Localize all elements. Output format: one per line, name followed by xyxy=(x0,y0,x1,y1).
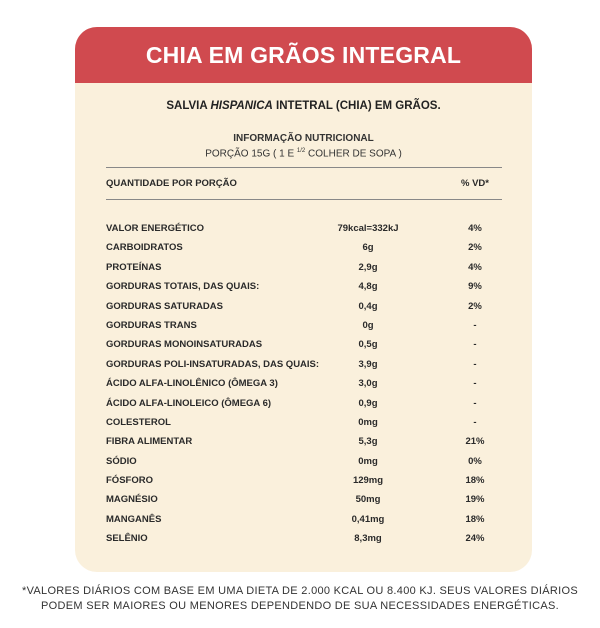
nutrient-vd: - xyxy=(473,319,477,331)
nutrient-name: VALOR ENERGÉTICO xyxy=(106,223,204,234)
nutrient-amount: 2,9g xyxy=(358,261,378,273)
nutrient-amount: 0,9g xyxy=(358,397,378,409)
nutrient-amount: 0mg xyxy=(358,416,378,428)
nutrition-info-heading: INFORMAÇÃO NUTRICIONAL PORÇÃO 15G ( 1 E … xyxy=(75,132,532,160)
nutrient-vd: 0% xyxy=(468,455,482,467)
portion-text-start: PORÇÃO 15G ( 1 E xyxy=(205,148,297,160)
divider-top xyxy=(106,167,502,168)
nutrient-amount: 0g xyxy=(362,319,374,331)
nutrient-name: FÓSFORO xyxy=(106,475,153,487)
vd-header: % VD* xyxy=(461,178,489,189)
table-row: CARBOIDRATOS 6g 2% xyxy=(106,242,502,261)
nutrient-name: GORDURAS TRANS xyxy=(106,319,197,331)
nutrient-vd: 18% xyxy=(465,475,485,487)
footnote-line-2: PODEM SER MAIORES OU MENORES DEPENDENDO … xyxy=(41,600,559,612)
table-row: FIBRA ALIMENTAR 5,3g 21% xyxy=(106,436,502,455)
nutrient-vd: - xyxy=(473,339,477,351)
nutrient-amount: 129mg xyxy=(352,475,384,487)
nutrient-vd: 21% xyxy=(465,436,485,448)
nutrient-amount: 6g xyxy=(362,242,374,254)
footnote-line-1: *VALORES DIÁRIOS COM BASE EM UMA DIETA D… xyxy=(21,585,578,597)
product-title-banner: CHIA EM GRÃOS INTEGRAL xyxy=(75,27,532,83)
nutrient-name: FIBRA ALIMENTAR xyxy=(106,436,193,448)
description-species: HISPANICA xyxy=(210,100,273,112)
nutrient-name: PROTEÍNAS xyxy=(106,261,162,273)
nutrient-amount: 8,3mg xyxy=(354,533,382,545)
quantity-header: QUANTIDADE POR PORÇÃO xyxy=(106,178,237,189)
nutrient-amount: 0,4g xyxy=(358,300,378,312)
product-description: SALVIA HISPANICA INTETRAL (CHIA) EM GRÃO… xyxy=(75,100,532,112)
nutrient-name: SÓDIO xyxy=(106,455,137,467)
table-row: VALOR ENERGÉTICO 79kcal=332kJ 4% xyxy=(106,223,502,242)
table-row: GORDURAS TOTAIS, DAS QUAIS: 4,8g 9% xyxy=(106,281,502,300)
table-row: GORDURAS TRANS 0g - xyxy=(106,320,502,339)
table-row: SELÊNIO 8,3mg 24% xyxy=(106,533,502,552)
nutrient-amount: 5,3g xyxy=(358,436,378,448)
nutrient-table: VALOR ENERGÉTICO 79kcal=332kJ 4% CARBOIDRAT… xyxy=(106,223,502,553)
nutrient-amount: 4,8g xyxy=(358,281,378,293)
table-row: COLESTEROL 0mg - xyxy=(106,417,502,436)
portion-text: PORÇÃO 15G ( 1 E 1/2 COLHER DE SOPA ) xyxy=(75,145,532,160)
nutrient-amount: 79kcal=332kJ xyxy=(337,223,399,234)
table-row: GORDURAS MONOINSATURADAS 0,5g - xyxy=(106,339,502,358)
nutrient-name: SELÊNIO xyxy=(106,533,148,545)
nutrient-name: ÁCIDO ALFA-LINOLEICO (ÔMEGA 6) xyxy=(106,397,272,409)
nutrient-vd: 24% xyxy=(465,533,485,545)
nutrient-vd: 2% xyxy=(468,242,482,254)
nutrient-amount: 0,41mg xyxy=(351,513,385,525)
nutrient-vd: - xyxy=(473,397,477,409)
product-title: CHIA EM GRÃOS INTEGRAL xyxy=(145,41,462,68)
nutrition-card: CHIA EM GRÃOS INTEGRAL SALVIA HISPANICA … xyxy=(75,27,532,572)
nutrient-amount: 50mg xyxy=(355,494,381,506)
portion-text-end: COLHER DE SOPA ) xyxy=(305,148,402,160)
divider-header xyxy=(106,199,502,200)
nutrient-amount: 3,0g xyxy=(358,378,378,390)
nutrient-vd: - xyxy=(473,378,477,390)
description-prefix: SALVIA xyxy=(166,100,211,112)
nutrient-name: GORDURAS SATURADAS xyxy=(106,300,223,312)
nutrient-name: GORDURAS MONOINSATURADAS xyxy=(106,339,263,351)
nutrient-name: COLESTEROL xyxy=(106,416,171,428)
nutrient-name: GORDURAS POLI-INSATURADAS, DAS QUAIS: xyxy=(106,358,320,370)
table-row: FÓSFORO 129mg 18% xyxy=(106,475,502,494)
nutrient-vd: - xyxy=(473,416,477,428)
description-suffix: INTETRAL (CHIA) EM GRÃOS. xyxy=(272,100,441,112)
nutrient-vd: 18% xyxy=(465,513,485,525)
nutrient-vd: 2% xyxy=(468,300,482,312)
nutrient-vd: - xyxy=(473,358,477,370)
portion-fraction: 1/2 xyxy=(296,148,306,154)
table-row: MAGNÉSIO 50mg 19% xyxy=(106,494,502,513)
nutrient-amount: 0,5g xyxy=(358,339,378,351)
nutrient-name: ÁCIDO ALFA-LINOLÊNICO (ÔMEGA 3) xyxy=(106,378,278,390)
table-row: ÁCIDO ALFA-LINOLÊNICO (ÔMEGA 3) 3,0g - xyxy=(106,378,502,397)
nutrition-info-title: INFORMAÇÃO NUTRICIONAL xyxy=(233,133,374,144)
nutrient-name: MANGANÊS xyxy=(106,513,162,525)
footnote: *VALORES DIÁRIOS COM BASE EM UMA DIETA D… xyxy=(0,584,600,614)
nutrient-amount: 3,9g xyxy=(358,358,378,370)
table-row: PROTEÍNAS 2,9g 4% xyxy=(106,262,502,281)
nutrient-vd: 4% xyxy=(468,261,482,273)
table-row: MANGANÊS 0,41mg 18% xyxy=(106,514,502,533)
nutrient-vd: 9% xyxy=(468,281,482,293)
nutrient-vd: 4% xyxy=(468,223,482,234)
table-row: GORDURAS SATURADAS 0,4g 2% xyxy=(106,301,502,320)
nutrient-name: CARBOIDRATOS xyxy=(106,242,183,254)
nutrient-amount: 0mg xyxy=(358,455,378,467)
nutrient-vd: 19% xyxy=(465,494,485,506)
table-row: GORDURAS POLI-INSATURADAS, DAS QUAIS: 3,9… xyxy=(106,359,502,378)
nutrient-name: GORDURAS TOTAIS, DAS QUAIS: xyxy=(106,281,260,293)
table-row: ÁCIDO ALFA-LINOLEICO (ÔMEGA 6) 0,9g - xyxy=(106,398,502,417)
table-row: SÓDIO 0mg 0% xyxy=(106,456,502,475)
nutrient-name: MAGNÉSIO xyxy=(106,494,158,506)
